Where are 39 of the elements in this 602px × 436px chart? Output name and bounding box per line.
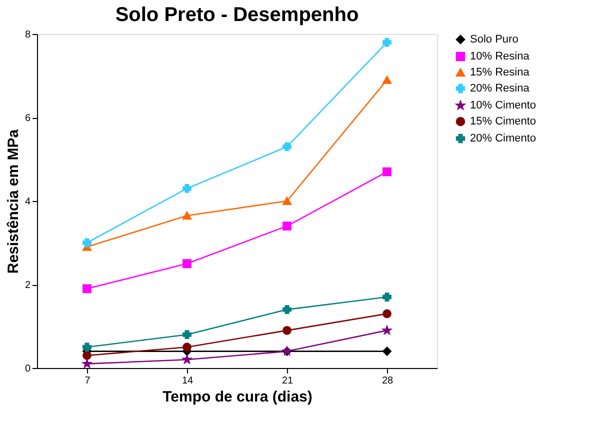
point — [282, 197, 292, 205]
y-tick-label: 6 — [24, 113, 31, 124]
legend-label: 15% Cimento — [470, 116, 536, 128]
legend-label: 10% Resina — [470, 50, 530, 62]
point — [182, 330, 192, 340]
x-tick-label: 21 — [282, 376, 294, 386]
point — [382, 346, 392, 356]
point — [382, 167, 392, 176]
point — [382, 309, 392, 318]
point — [82, 351, 92, 360]
point — [182, 259, 192, 268]
x-tick-label: 14 — [182, 376, 194, 386]
point — [282, 305, 292, 314]
x-axis-title: Tempo de cura (dias) — [162, 388, 312, 406]
point — [382, 76, 392, 84]
point — [282, 222, 292, 231]
point — [182, 212, 192, 220]
point — [282, 142, 292, 152]
point — [382, 38, 392, 47]
y-tick-label: 8 — [24, 30, 31, 40]
legend-label: Solo Puro — [470, 34, 518, 46]
point — [182, 184, 192, 193]
point — [382, 292, 392, 302]
point — [82, 238, 92, 248]
y-tick-label: 2 — [24, 280, 31, 291]
legend-label: 20% Cimento — [470, 132, 536, 144]
x-tick-label: 7 — [84, 376, 91, 386]
point — [82, 342, 92, 352]
y-tick-label: 4 — [24, 196, 31, 208]
x-tick-label: 28 — [382, 376, 394, 386]
legend-label: 20% Resina — [470, 82, 530, 94]
legend-label: 10% Cimento — [470, 100, 536, 112]
y-axis-title: Resistência em MPa — [4, 128, 22, 274]
point — [82, 284, 92, 294]
chart-title: Solo Preto - Desempenho — [115, 4, 359, 26]
point — [282, 326, 292, 335]
legend-label: 15% Resina — [470, 66, 530, 78]
y-tick-label: 0 — [24, 364, 31, 374]
point — [182, 342, 192, 352]
